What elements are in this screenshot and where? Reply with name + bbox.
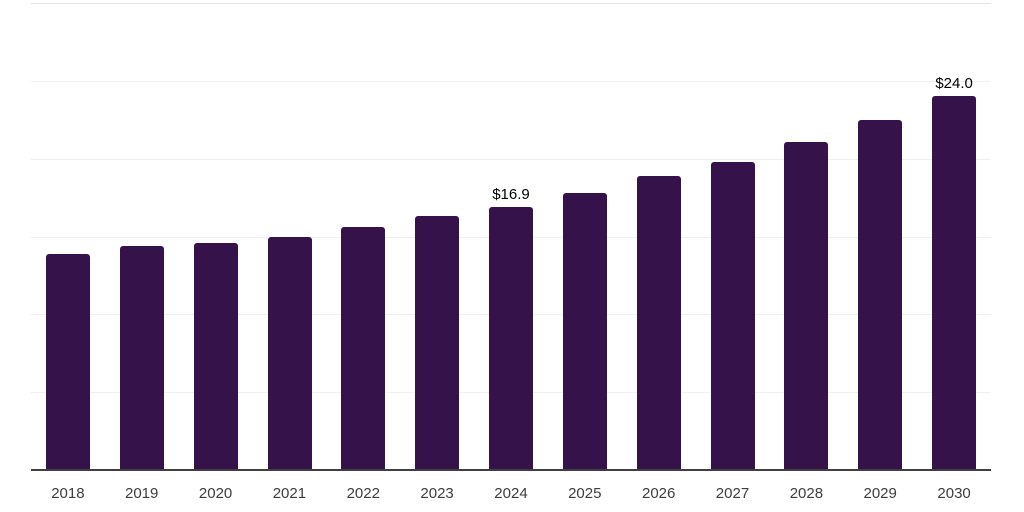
bar-2022 [341,227,386,470]
x-tick-label-2019: 2019 [125,485,159,502]
x-tick-label-2018: 2018 [51,485,85,502]
data-label-2030: $24.0 [935,75,973,93]
x-tick-label-2025: 2025 [568,485,602,502]
bar-2030 [932,96,977,470]
gridline [31,3,991,4]
x-axis-line [31,469,991,471]
bar-2020 [193,242,238,470]
bar-2023 [415,216,460,470]
x-tick-label-2024: 2024 [494,485,528,502]
gridline [31,81,991,82]
x-tick-label-2022: 2022 [346,485,380,502]
x-tick-label-2026: 2026 [642,485,676,502]
bar-2028 [784,141,829,470]
bar-2024 [489,206,533,470]
x-tick-label-2029: 2029 [863,485,897,502]
data-label-2024: $16.9 [492,185,530,203]
bar-2019 [119,245,164,470]
bar-2018 [45,253,90,470]
x-tick-label-2028: 2028 [789,485,824,502]
x-tick-label-2030: 2030 [937,485,971,502]
bar-2021 [267,236,312,470]
bar-2029 [858,119,903,471]
x-tick-label-2020: 2020 [198,485,233,502]
bar-2027 [710,161,755,470]
bar-2026 [636,175,681,470]
x-tick-label-2023: 2023 [420,485,454,502]
bar-2025 [562,192,607,470]
gridline [31,159,991,160]
x-tick-label-2027: 2027 [715,485,750,502]
x-tick-label-2021: 2021 [272,485,307,502]
